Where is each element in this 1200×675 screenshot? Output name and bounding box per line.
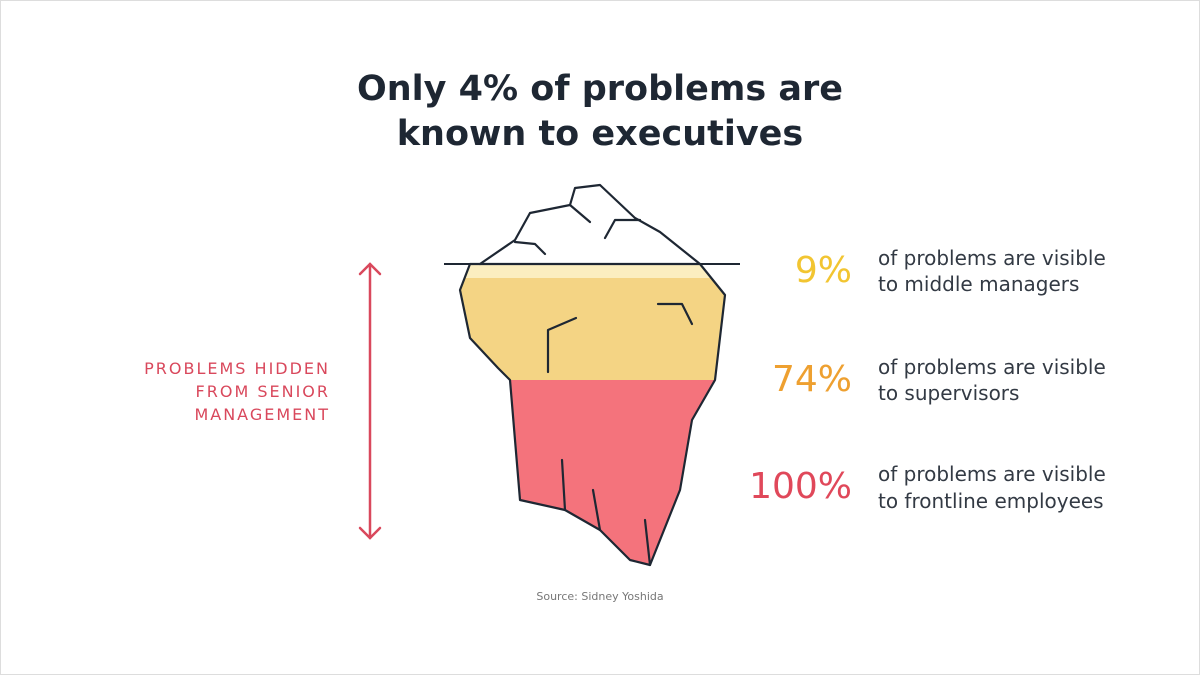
percent: 100% (749, 466, 852, 507)
iceberg-outline (458, 183, 727, 567)
description-line: to middle managers (878, 272, 1079, 296)
description-line: of problems are visible (878, 246, 1106, 270)
description-line: of problems are visible (878, 462, 1106, 486)
title-line: known to executives (397, 114, 803, 154)
source: Source: Sidney Yoshida (536, 590, 663, 603)
percent: 74% (772, 359, 852, 400)
side-label-line: FROM SENIOR (196, 382, 330, 401)
side-label-line: MANAGEMENT (194, 405, 330, 424)
description-line: to frontline employees (878, 489, 1104, 513)
title-line: Only 4% of problems are (357, 69, 843, 109)
side-label-line: PROBLEMS HIDDEN (144, 359, 330, 378)
percent: 9% (795, 250, 852, 291)
description-line: to supervisors (878, 381, 1019, 405)
arrow (358, 262, 382, 540)
description-line: of problems are visible (878, 355, 1106, 379)
